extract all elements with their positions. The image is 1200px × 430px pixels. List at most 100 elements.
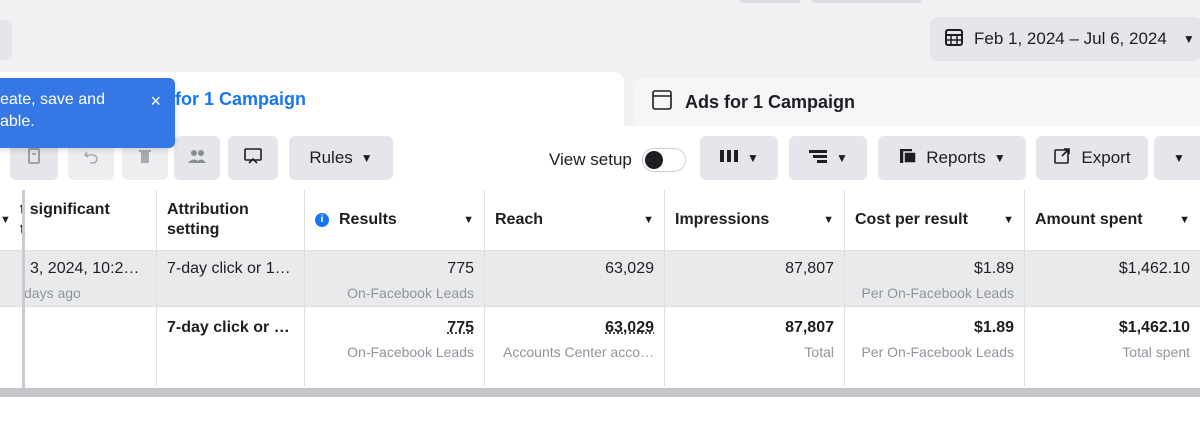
reports-button[interactable]: Reports ▼ — [878, 136, 1026, 180]
col-header-label: Results — [339, 211, 397, 229]
col-header-line-2: setting — [167, 220, 249, 240]
view-setup-label: View setup — [549, 150, 632, 170]
caret-down-icon: ▼ — [823, 214, 834, 226]
undo-icon — [82, 147, 100, 170]
col-header-reach[interactable]: Reach ▼ — [485, 190, 665, 250]
cell-results-total: 775 On-Facebook Leads — [305, 307, 485, 386]
frozen-column-divider — [22, 190, 25, 388]
view-setup[interactable]: View setup — [549, 148, 686, 172]
cell-attribution: 7-day click or 1… — [157, 251, 305, 306]
top-button-stub — [740, 0, 800, 3]
toolbar: Rules ▼ View setup ▼ ▼ Reports ▼ Export … — [0, 126, 1200, 190]
col-header-label: Impressions — [675, 211, 769, 229]
col-header-label: Cost per result — [855, 211, 968, 229]
cell-value: 87,807 — [785, 319, 834, 337]
col-header-line-1: t significant — [20, 200, 110, 220]
cell-subtext: Accounts Center acco… — [503, 344, 654, 360]
col-header-impressions[interactable]: Impressions ▼ — [665, 190, 845, 250]
info-toast: eate, save and able. × — [0, 78, 175, 148]
caret-down-icon: ▼ — [1003, 214, 1014, 226]
cell-results: 775 On-Facebook Leads — [305, 251, 485, 306]
cell-subtext: Total — [804, 344, 834, 360]
export-dropdown-button[interactable]: ▼ — [1154, 136, 1200, 180]
caret-down-icon: ▼ — [1183, 32, 1195, 46]
caret-down-icon: ▼ — [463, 214, 474, 226]
info-icon[interactable]: i — [315, 213, 329, 227]
cell-attribution-total: 7-day click or … — [157, 307, 305, 386]
cell-amount-spent: $1,462.10 — [1025, 251, 1200, 306]
caret-down-icon: ▼ — [1173, 151, 1185, 165]
cell-value: 775 — [447, 319, 474, 337]
caret-down-icon: ▼ — [747, 151, 759, 165]
view-setup-toggle[interactable] — [642, 148, 686, 172]
export-icon — [1053, 147, 1071, 170]
trash-icon — [136, 147, 154, 170]
edit-icon — [25, 147, 43, 170]
col-header-label: Amount spent — [1035, 211, 1143, 229]
cell-value: 7-day click or … — [167, 319, 290, 337]
rules-label: Rules — [309, 148, 352, 168]
filter-pill[interactable] — [0, 20, 12, 60]
cell-value: $1,462.10 — [1119, 319, 1190, 337]
col-header-attribution[interactable]: Attribution setting — [157, 190, 305, 250]
export-button[interactable]: Export — [1036, 136, 1148, 180]
ads-tab-icon — [651, 89, 673, 116]
caret-down-icon: ▼ — [643, 214, 654, 226]
table-totals-row: 7-day click or … 775 On-Facebook Leads 6… — [0, 306, 1200, 386]
reports-label: Reports — [926, 148, 986, 168]
toast-line-1: eate, save and — [0, 89, 175, 111]
tab-ads[interactable]: Ads for 1 Campaign — [635, 78, 1200, 126]
col-header-cost-per-result[interactable]: Cost per result ▼ — [845, 190, 1025, 250]
caret-down-icon: ▼ — [361, 151, 373, 165]
cell-value: 63,029 — [605, 319, 654, 337]
col-header-amount-spent[interactable]: Amount spent ▼ — [1025, 190, 1200, 250]
cell-subtext: On-Facebook Leads — [347, 344, 474, 360]
cell-value: 63,029 — [605, 260, 654, 278]
table-row[interactable]: 3, 2024, 10:2… days ago 7-day click or 1… — [0, 250, 1200, 306]
rules-button[interactable]: Rules ▼ — [289, 136, 393, 180]
people-icon — [187, 147, 207, 170]
cell-value: 775 — [447, 260, 474, 278]
col-header-line-2: t — [20, 220, 110, 240]
cell-impressions-total: 87,807 Total — [665, 307, 845, 386]
date-range-label: Feb 1, 2024 – Jul 6, 2024 — [974, 29, 1167, 49]
cell-value: 3, 2024, 10:2… — [30, 260, 139, 278]
columns-button[interactable]: ▼ — [700, 136, 778, 180]
tab-campaigns-label: for 1 Campaign — [175, 89, 306, 110]
cell-value: $1.89 — [974, 319, 1014, 337]
cell-subtext: Per On-Facebook Leads — [861, 344, 1014, 360]
cell-reach: 63,029 — [485, 251, 665, 306]
col-header-label: Reach — [495, 211, 543, 229]
cell-subtext: days ago — [24, 285, 81, 301]
caret-down-icon: ▼ — [994, 151, 1006, 165]
close-icon[interactable]: × — [150, 90, 161, 112]
tab-ads-label: Ads for 1 Campaign — [685, 92, 855, 113]
campaign-table: ▼ t significant t Attribution setting i … — [0, 190, 1200, 388]
caret-down-icon: ▼ — [1179, 214, 1190, 226]
audience-button[interactable] — [174, 136, 220, 180]
cell-value: $1,462.10 — [1119, 260, 1190, 278]
cell-reach-total: 63,029 Accounts Center acco… — [485, 307, 665, 386]
cell-amount-spent-total: $1,462.10 Total spent — [1025, 307, 1200, 386]
caret-down-icon: ▼ — [0, 214, 11, 226]
date-range-picker[interactable]: Feb 1, 2024 – Jul 6, 2024 ▼ — [930, 17, 1200, 61]
cell-cost-per-result: $1.89 Per On-Facebook Leads — [845, 251, 1025, 306]
horizontal-scrollbar[interactable] — [0, 388, 1200, 397]
preview-icon — [243, 147, 263, 170]
cell-impressions: 87,807 — [665, 251, 845, 306]
breakdown-icon — [808, 148, 828, 169]
cell-subtext: On-Facebook Leads — [347, 285, 474, 301]
cell-value: 87,807 — [785, 260, 834, 278]
caret-down-icon: ▼ — [836, 151, 848, 165]
reports-icon — [898, 147, 918, 170]
calendar-icon — [944, 27, 964, 52]
preview-button[interactable] — [228, 136, 278, 180]
toast-line-2: able. — [0, 111, 175, 133]
breakdown-button[interactable]: ▼ — [789, 136, 867, 180]
cell-value: 7-day click or 1… — [167, 260, 291, 278]
cell-cost-per-result-total: $1.89 Per On-Facebook Leads — [845, 307, 1025, 386]
col-header-results[interactable]: i Results ▼ — [305, 190, 485, 250]
columns-icon — [719, 148, 739, 169]
col-header-line-1: Attribution — [167, 200, 249, 220]
cell-subtext: Per On-Facebook Leads — [861, 285, 1014, 301]
